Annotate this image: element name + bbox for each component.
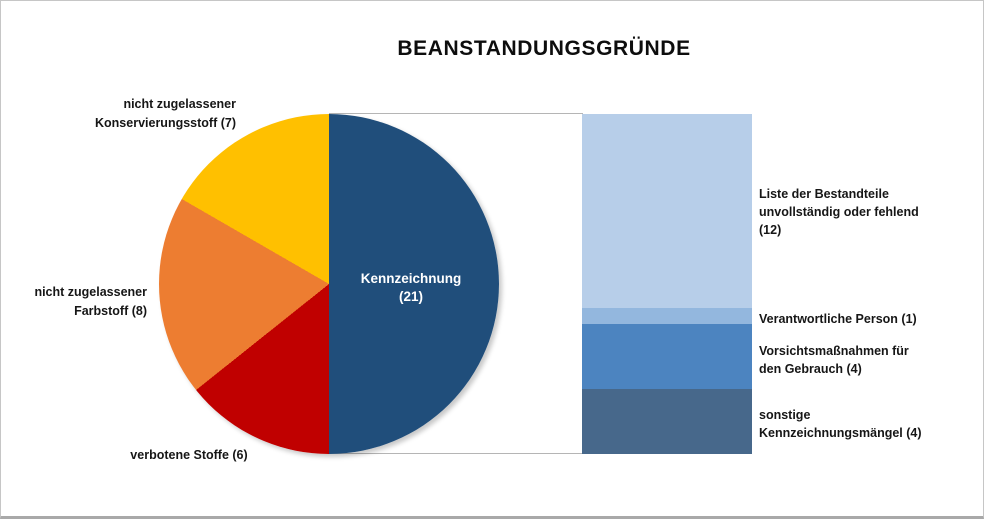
- label-line: Kennzeichnung: [360, 271, 462, 286]
- label-line: Vorsichtsmaßnahmen für: [759, 344, 909, 358]
- label-line: Konservierungsstoff (7): [95, 116, 236, 130]
- breakdown-bar: [582, 114, 752, 454]
- chart-title: BEANSTANDUNGSGRÜNDE: [397, 37, 691, 60]
- pie-chart: Kennzeichnung (21): [159, 114, 499, 454]
- bar-label-vorsichtsmassnahmen: Vorsichtsmaßnahmen für den Gebrauch (4): [759, 342, 909, 378]
- bar-segment: [582, 324, 752, 390]
- label-line: Kennzeichnungsmängel (4): [759, 426, 922, 440]
- pie-label-farbstoff: nicht zugelassener Farbstoff (8): [34, 283, 147, 321]
- pie-bar-connector-bottom: [329, 453, 583, 454]
- label-line: Farbstoff (8): [74, 304, 147, 318]
- bar-segment: [582, 308, 752, 325]
- label-line: (21): [398, 289, 423, 304]
- bar-label-liste-bestandteile: Liste der Bestandteile unvollständig ode…: [759, 185, 919, 239]
- label-line: (12): [759, 223, 782, 237]
- label-line: sonstige: [759, 408, 811, 422]
- pie-bar-connector-top: [329, 113, 583, 114]
- label-line: nicht zugelassener: [123, 97, 236, 111]
- pie-label-konservierungsstoff: nicht zugelassener Konservierungsstoff (…: [95, 95, 236, 133]
- label-line: nicht zugelassener: [34, 285, 147, 299]
- pie-label-verbotene-stoffe: verbotene Stoffe (6): [130, 448, 248, 462]
- label-line: Liste der Bestandteile: [759, 187, 889, 201]
- bar-label-verantwortliche-person: Verantwortliche Person (1): [759, 312, 917, 326]
- bar-segment: [582, 389, 752, 454]
- bar-segment: [582, 114, 752, 309]
- pie-slice-label-kennzeichnung: Kennzeichnung (21): [361, 270, 462, 306]
- label-line: unvollständig oder fehlend: [759, 205, 919, 219]
- label-line: den Gebrauch (4): [759, 362, 862, 376]
- bar-label-sonstige-maengel: sonstige Kennzeichnungsmängel (4): [759, 406, 922, 442]
